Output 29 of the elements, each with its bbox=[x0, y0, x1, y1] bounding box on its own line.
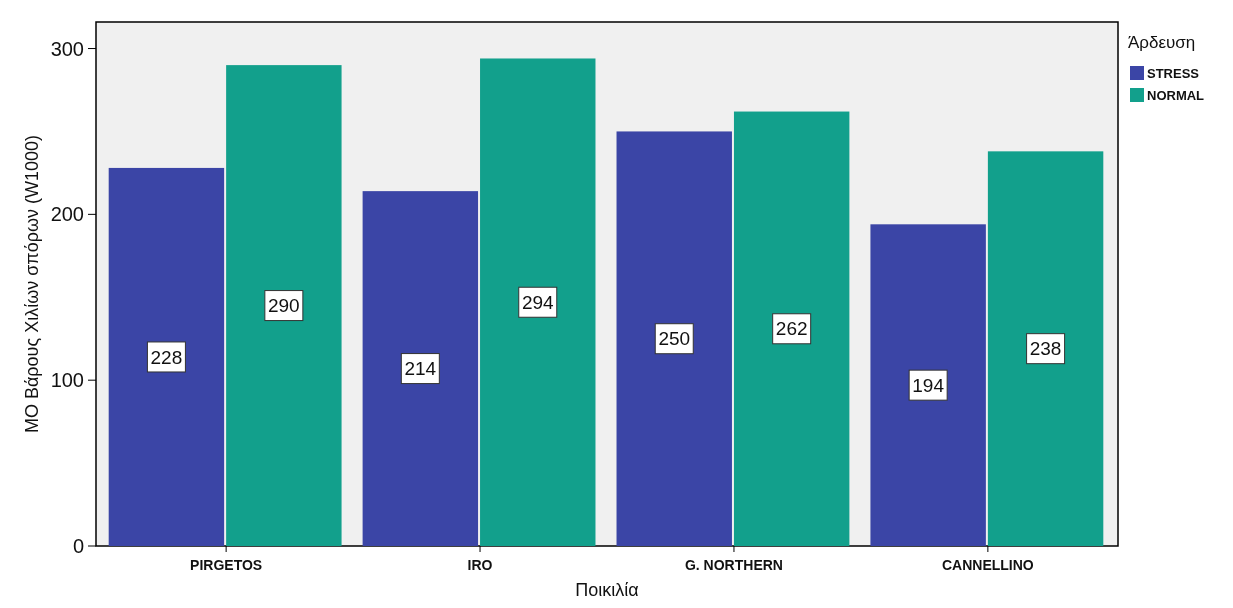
data-label: 262 bbox=[775, 318, 808, 340]
x-tick-label: PIRGETOS bbox=[190, 557, 263, 573]
y-axis-title: ΜΟ Βάρους Χιλίων σπόρων (W1000) bbox=[22, 134, 42, 434]
legend-label: STRESS bbox=[1147, 65, 1200, 81]
x-tick-label: G. NORTHERN bbox=[684, 557, 783, 573]
data-label: 294 bbox=[521, 291, 555, 313]
y-tick-label: 100 bbox=[50, 369, 84, 392]
y-tick-label: 300 bbox=[50, 37, 84, 60]
bar bbox=[480, 58, 596, 546]
x-tick-label: CANNELLINO bbox=[941, 557, 1034, 573]
data-label: 194 bbox=[912, 374, 945, 396]
bar bbox=[616, 131, 732, 546]
x-axis-title: Ποικιλία bbox=[575, 580, 639, 600]
y-tick-label: 0 bbox=[72, 535, 84, 557]
y-tick-label: 200 bbox=[50, 203, 84, 226]
data-label: 214 bbox=[404, 358, 437, 380]
bar bbox=[987, 151, 1104, 546]
data-label: 250 bbox=[658, 328, 691, 350]
bar bbox=[870, 224, 986, 546]
data-label: 238 bbox=[1029, 338, 1062, 360]
data-label: 228 bbox=[150, 346, 183, 368]
legend-label: NORMAL bbox=[1147, 87, 1205, 103]
bar bbox=[362, 191, 479, 546]
bar bbox=[733, 111, 850, 546]
legend-title: Άρδευση bbox=[1128, 33, 1196, 52]
data-label: 290 bbox=[268, 295, 300, 317]
x-tick-label: IRO bbox=[467, 557, 493, 573]
bar bbox=[226, 65, 342, 546]
bar bbox=[108, 167, 225, 546]
